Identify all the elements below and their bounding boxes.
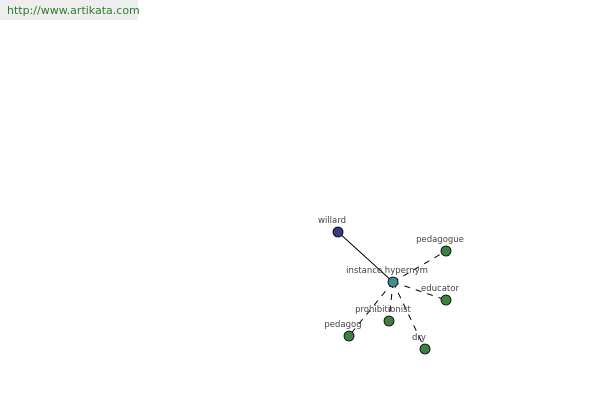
node-label-educator: educator <box>421 284 459 294</box>
node-label-willard: willard <box>318 216 346 226</box>
edge-willard <box>337 231 394 283</box>
url-banner[interactable]: http://www.artikata.com <box>0 0 140 20</box>
node-educator[interactable] <box>440 294 452 306</box>
node-label-center: instance hypernym <box>346 266 428 276</box>
edge-prohibitionist <box>388 281 394 322</box>
node-prohibitionist[interactable] <box>383 315 395 327</box>
node-label-pedagog: pedagog <box>324 320 361 330</box>
node-center[interactable] <box>387 276 399 288</box>
edge-dry <box>392 281 426 350</box>
node-pedagogue[interactable] <box>440 245 452 257</box>
node-willard[interactable] <box>332 226 344 238</box>
node-label-pedagogue: pedagogue <box>416 235 464 245</box>
edge-pedagogue <box>392 250 447 283</box>
node-label-dry: dry <box>412 333 426 343</box>
node-dry[interactable] <box>419 343 431 355</box>
edge-educator <box>392 281 447 301</box>
node-pedagog[interactable] <box>343 330 355 342</box>
node-label-prohibitionist: prohibitionist <box>355 305 411 315</box>
